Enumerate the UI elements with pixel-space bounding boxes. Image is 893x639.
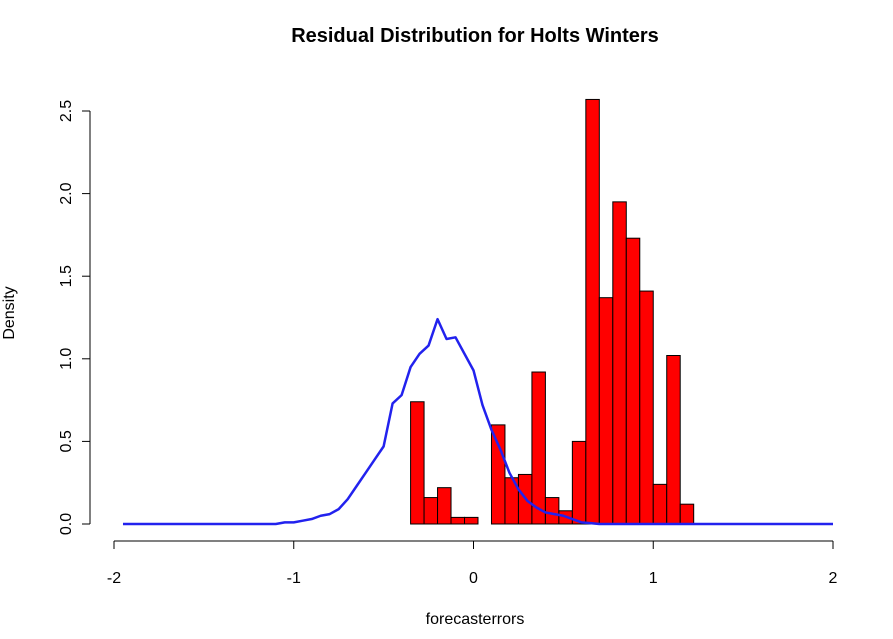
y-tick-label: 2.0 bbox=[58, 182, 75, 204]
y-tick-label: 2.5 bbox=[58, 100, 75, 122]
y-tick-label: 1.0 bbox=[58, 348, 75, 370]
histogram-bar bbox=[585, 98, 600, 525]
histogram-bar bbox=[490, 424, 506, 525]
y-tick-label: 0.5 bbox=[58, 430, 75, 452]
y-tick-label: 0.0 bbox=[58, 513, 75, 535]
histogram-bar bbox=[410, 401, 425, 525]
y-axis-label: Density bbox=[1, 286, 18, 339]
histogram-bar bbox=[612, 201, 627, 525]
histogram-bar bbox=[666, 355, 681, 525]
histogram-bar bbox=[625, 237, 641, 525]
x-tick-label: 0 bbox=[469, 570, 478, 587]
x-tick-label: -2 bbox=[107, 570, 121, 587]
x-axis: -2 -1 0 1 2 bbox=[107, 540, 838, 587]
histogram-bar bbox=[437, 487, 452, 525]
histogram-bar bbox=[571, 440, 587, 525]
chart-title: Residual Distribution for Holts Winters bbox=[291, 25, 659, 47]
histogram-bars bbox=[410, 98, 695, 525]
histogram-bar bbox=[679, 503, 695, 525]
histogram-bar bbox=[423, 497, 439, 525]
x-axis-label: forecasterrors bbox=[426, 611, 525, 628]
histogram-bar bbox=[639, 290, 654, 525]
histogram-bar bbox=[464, 516, 479, 525]
density-curve-group bbox=[122, 317, 833, 526]
x-tick-label: 1 bbox=[649, 570, 658, 587]
x-tick-label: -1 bbox=[287, 570, 301, 587]
y-axis: 0.0 0.5 1.0 1.5 2.0 2.5 bbox=[58, 100, 91, 535]
histogram-bar bbox=[450, 516, 466, 525]
histogram-bar bbox=[652, 483, 668, 525]
histogram-bar bbox=[544, 497, 560, 525]
histogram-bar bbox=[531, 371, 546, 525]
density-line bbox=[122, 317, 833, 526]
histogram-bar bbox=[598, 297, 614, 525]
x-tick-label: 2 bbox=[829, 570, 838, 587]
y-tick-label: 1.5 bbox=[58, 265, 75, 287]
